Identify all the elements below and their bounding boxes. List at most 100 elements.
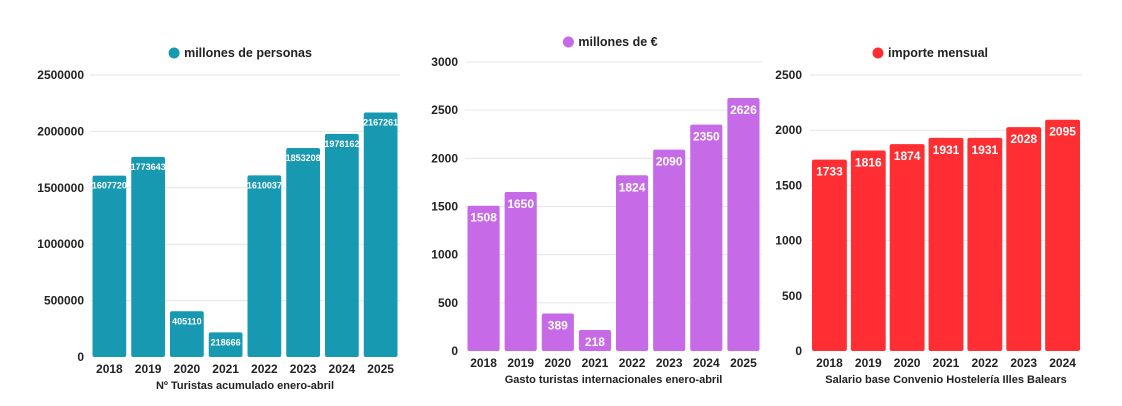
data-label: 1931: [972, 143, 999, 157]
x-tick-label: 2024: [329, 362, 356, 376]
y-tick-label: 500: [782, 289, 802, 303]
y-tick-label: 1000: [775, 234, 802, 248]
y-tick-label: 0: [795, 344, 802, 358]
legend: importe mensual: [872, 46, 988, 60]
bar: [504, 192, 537, 351]
x-tick-label: 2023: [1010, 356, 1037, 370]
x-tick-label: 2018: [96, 362, 123, 376]
bar: [690, 124, 723, 351]
salary-chart: 0 500 1000 1500 2000 2500 1733 2018 1816 2019 1874…: [775, 46, 1082, 386]
bar: [850, 150, 886, 351]
x-tick-label: 2024: [693, 356, 720, 370]
spending-chart: 0 500 1000 1500 2000 2500 3000 1508 2018 1650 2019…: [431, 35, 762, 386]
data-label: 1931: [933, 143, 960, 157]
y-tick-label: 1500: [775, 178, 802, 192]
bar: [286, 147, 320, 357]
data-label: 2167261: [363, 118, 398, 128]
y-tick-label: 1500000: [37, 181, 84, 195]
data-label: 1610037: [247, 180, 282, 190]
bar: [325, 133, 359, 357]
y-tick-label: 0: [451, 344, 458, 358]
x-tick-label: 2021: [933, 356, 960, 370]
bar: [889, 144, 925, 351]
y-tick-label: 1500: [431, 200, 458, 214]
bar: [967, 137, 1003, 351]
x-tick-label: 2023: [290, 362, 317, 376]
x-tick-label: 2021: [212, 362, 239, 376]
data-label: 1824: [619, 180, 646, 194]
x-tick-label: 2019: [135, 362, 162, 376]
x-tick-label: 2020: [174, 362, 201, 376]
bar: [1045, 119, 1080, 351]
x-tick-label: 2020: [894, 356, 921, 370]
y-tick-label: 3000: [431, 55, 458, 69]
x-tick-label: 2022: [251, 362, 278, 376]
legend-swatch: [168, 47, 180, 59]
x-tick-label: 2018: [470, 356, 497, 370]
data-label: 1607720: [92, 181, 127, 191]
data-label: 2028: [1010, 132, 1037, 146]
x-tick-label: 2025: [367, 362, 394, 376]
legend-swatch: [562, 36, 574, 48]
bar: [653, 149, 686, 351]
x-tick-label: 2023: [656, 356, 683, 370]
x-tick-label: 2019: [507, 356, 534, 370]
x-tick-label: 2024: [1049, 356, 1076, 370]
data-label: 1650: [507, 197, 534, 211]
x-tick-label: 2022: [619, 356, 646, 370]
bar: [616, 175, 649, 351]
x-axis-label: Salario base Convenio Hostelería Illes B…: [825, 374, 1067, 386]
y-tick-label: 500000: [44, 294, 84, 308]
data-label: 2090: [656, 155, 683, 169]
bar: [812, 159, 847, 351]
x-axis-label: Nº Turistas acumulado enero-abril: [156, 380, 334, 392]
data-label: 1978162: [324, 139, 359, 149]
y-tick-label: 2000000: [37, 124, 84, 138]
data-label: 1874: [894, 149, 921, 163]
x-tick-label: 2018: [816, 356, 843, 370]
y-tick-label: 2500000: [37, 68, 84, 82]
data-label: 1508: [470, 211, 497, 225]
bar: [92, 175, 127, 357]
x-tick-label: 2021: [582, 356, 609, 370]
bar: [363, 112, 398, 357]
legend-label: millones de personas: [184, 46, 312, 60]
bar: [131, 156, 165, 357]
data-label: 1773643: [131, 162, 166, 172]
x-tick-label: 2019: [855, 356, 882, 370]
bar: [928, 137, 964, 351]
bar: [727, 98, 760, 352]
y-tick-label: 2500: [775, 68, 802, 82]
y-tick-label: 500: [438, 296, 458, 310]
bar: [170, 311, 204, 357]
bar: [247, 175, 282, 357]
x-tick-label: 2025: [730, 356, 757, 370]
y-tick-label: 2000: [431, 151, 458, 165]
y-tick-label: 2000: [775, 123, 802, 137]
y-tick-label: 1000: [431, 248, 458, 262]
data-label: 1816: [855, 156, 882, 170]
bar: [1006, 127, 1042, 352]
bar: [578, 329, 611, 351]
data-label: 1733: [816, 165, 843, 179]
legend: millones de €: [562, 35, 658, 49]
x-axis-label: Gasto turistas internacionales enero-abr…: [505, 374, 723, 386]
data-label: 2095: [1049, 125, 1076, 139]
bar: [467, 205, 500, 351]
x-tick-label: 2020: [544, 356, 571, 370]
legend-label: importe mensual: [888, 46, 988, 60]
y-tick-label: 0: [77, 350, 84, 364]
tourists-chart: 0 500000 1000000 1500000 2000000 2500000 16077…: [37, 46, 400, 392]
bar: [541, 313, 574, 351]
data-label: 218666: [211, 337, 241, 347]
data-label: 1853208: [286, 153, 321, 163]
data-label: 2350: [693, 130, 720, 144]
data-label: 389: [548, 319, 568, 333]
y-tick-label: 1000000: [37, 237, 84, 251]
data-label: 405110: [172, 316, 202, 326]
bar: [208, 332, 243, 357]
x-tick-label: 2022: [972, 356, 999, 370]
y-tick-label: 2500: [431, 103, 458, 117]
legend-swatch: [872, 47, 884, 59]
legend-label: millones de €: [578, 35, 657, 49]
